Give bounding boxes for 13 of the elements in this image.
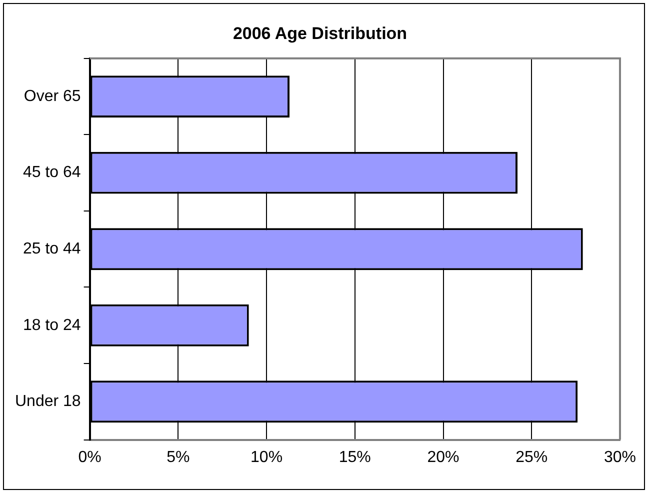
chart-title: 2006 Age Distribution xyxy=(232,24,408,43)
x-tick-label: 30% xyxy=(604,448,636,466)
x-tick-label: 25% xyxy=(516,448,548,466)
y-tick-label: 25 to 44 xyxy=(22,240,81,258)
x-tick-label: 20% xyxy=(427,448,460,466)
x-tick-label: 0% xyxy=(78,448,102,466)
y-tick-label: Over 65 xyxy=(24,88,81,105)
x-tick-label: 10% xyxy=(250,448,283,466)
x-tick-label: 15% xyxy=(338,448,371,466)
y-tick-label: 45 to 64 xyxy=(22,164,81,182)
y-tick-label: 18 to 24 xyxy=(22,316,81,334)
y-tick-label: Under 18 xyxy=(14,393,81,410)
x-tick-label: 5% xyxy=(166,448,190,466)
